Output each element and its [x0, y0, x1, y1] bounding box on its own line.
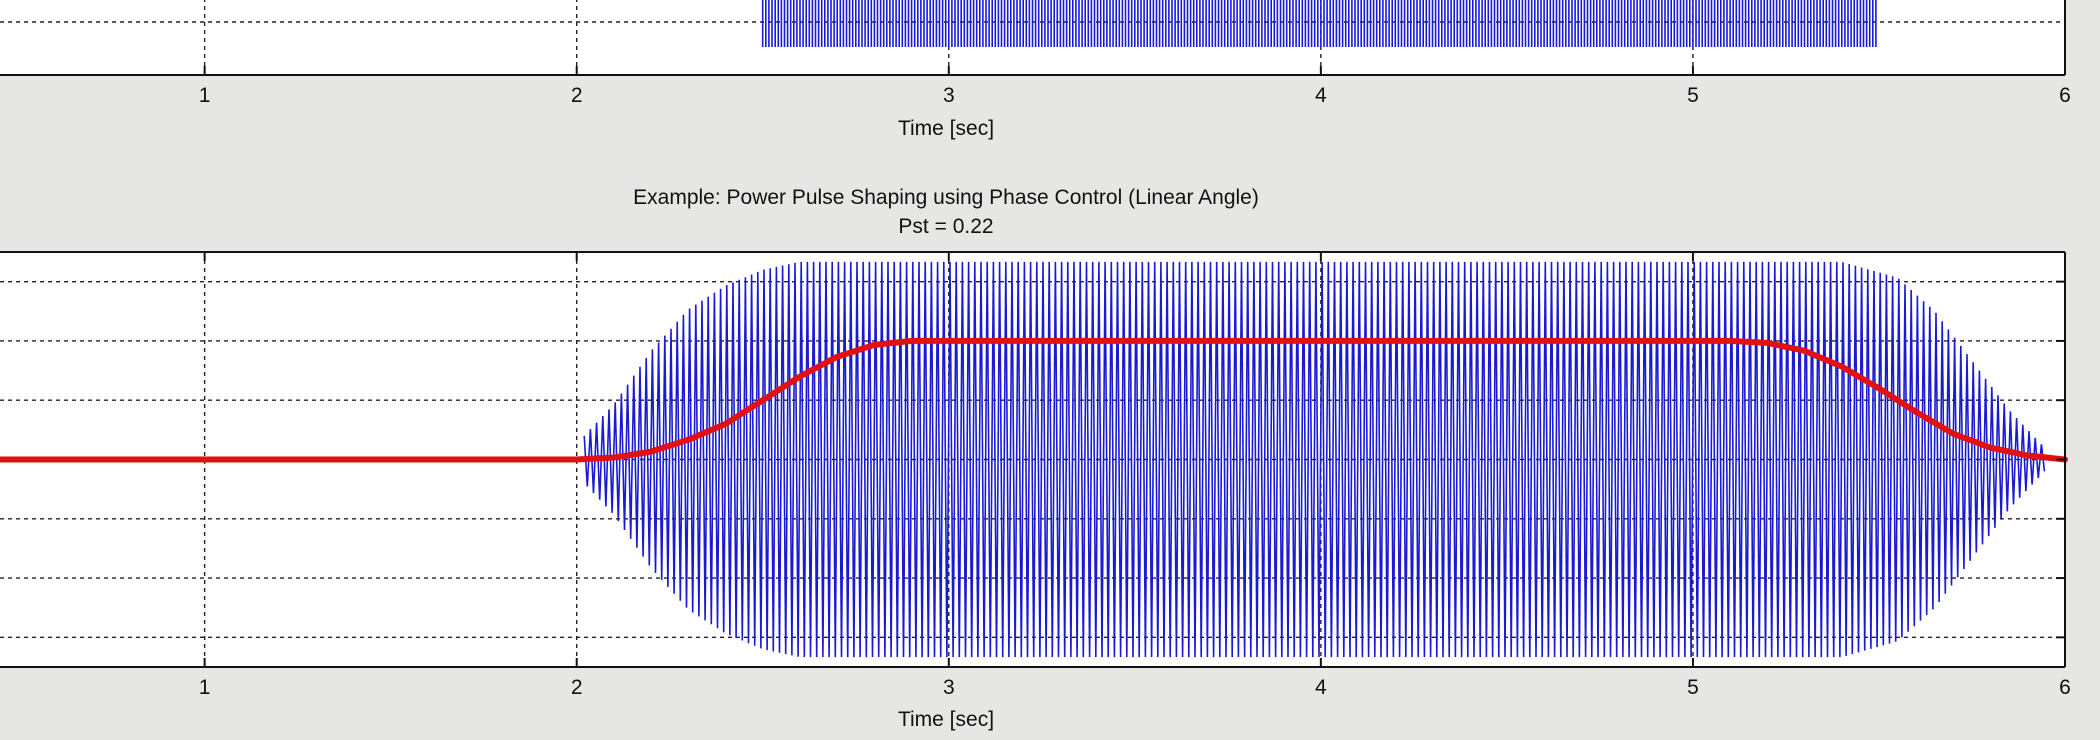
top-x-axis-label: Time [sec] [898, 117, 994, 140]
bottom-x-tick-label: 2 [571, 676, 583, 699]
bottom-x-tick-label: 6 [2059, 676, 2071, 699]
bottom-power-envelope-series [0, 337, 2068, 463]
chart-subtitle: Pst = 0.22 [898, 215, 993, 238]
bottom-x-tick-label: 1 [199, 676, 211, 699]
top-x-tick-label: 2 [571, 84, 583, 107]
top-axes: 1 2 3 4 5 6 [0, 0, 2071, 107]
bottom-signal-series [583, 261, 2046, 658]
bottom-x-tick-label: 4 [1315, 676, 1327, 699]
top-x-tick-label: 6 [2059, 84, 2071, 107]
bottom-x-axis-label: Time [sec] [898, 708, 994, 731]
top-x-tick-label: 5 [1687, 84, 1699, 107]
top-signal-series [761, 0, 1877, 47]
top-x-tick-label: 4 [1315, 84, 1327, 107]
chart-title: Example: Power Pulse Shaping using Phase… [633, 186, 1259, 209]
bottom-axes: 1 2 3 4 5 6 [0, 251, 2071, 699]
bottom-x-tick-label: 5 [1687, 676, 1699, 699]
top-x-tick-label: 3 [943, 84, 955, 107]
top-x-tick-label: 1 [199, 84, 211, 107]
bottom-x-tick-label: 3 [943, 676, 955, 699]
